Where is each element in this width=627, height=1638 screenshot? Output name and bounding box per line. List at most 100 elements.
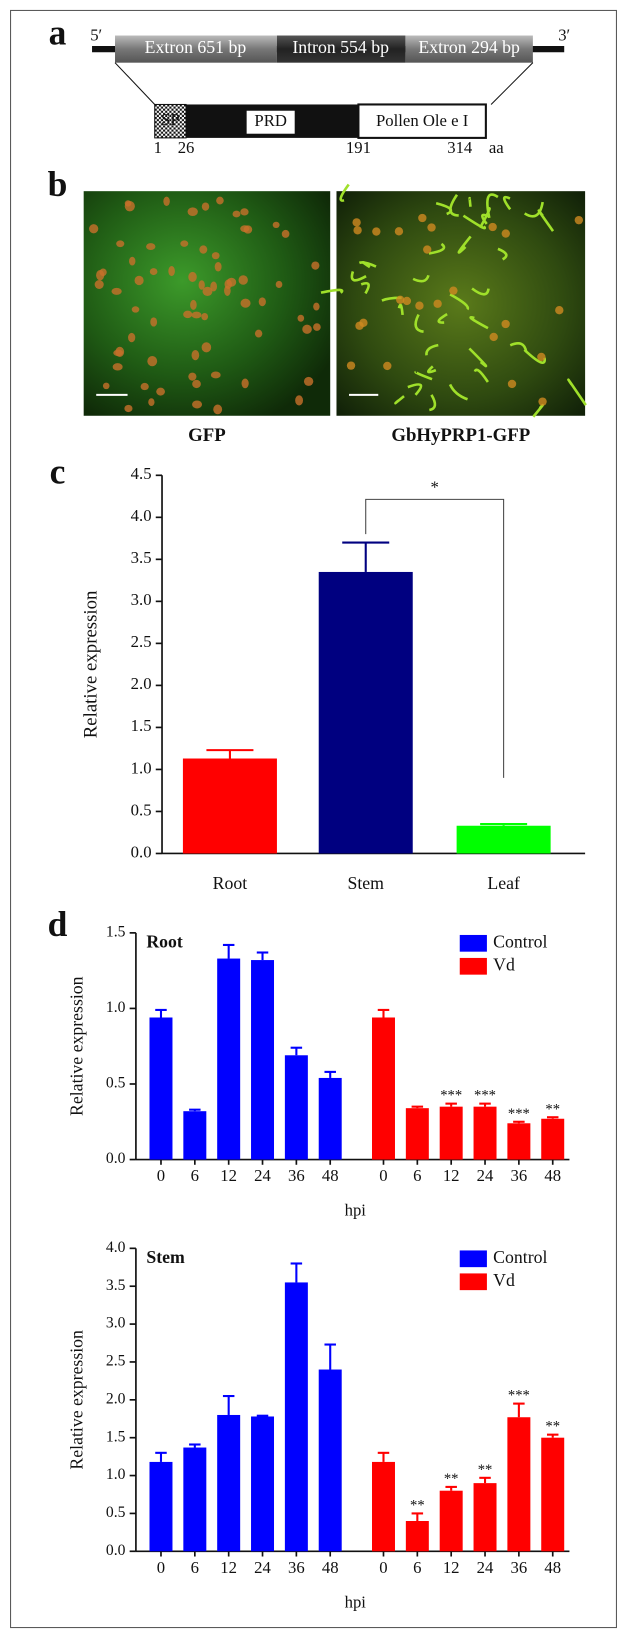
image-caption: GbHyPRP1-GFP	[391, 425, 530, 446]
position-label: 314	[447, 138, 473, 157]
nucleus	[115, 347, 124, 357]
nucleus	[188, 373, 196, 381]
x-tick-label: Leaf	[487, 873, 520, 893]
image-caption: GFP	[188, 425, 226, 446]
nucleus	[148, 398, 154, 406]
significance-label: ***	[508, 1388, 530, 1404]
legend-swatch	[460, 1250, 487, 1267]
nucleus	[201, 313, 208, 320]
nucleus	[188, 272, 197, 282]
bar	[372, 1017, 395, 1159]
x-tick-label: 6	[413, 1558, 421, 1577]
bar	[457, 826, 551, 854]
bar	[406, 1108, 429, 1159]
y-tick-label: 3.5	[106, 1277, 126, 1294]
y-tick-label: 4.5	[131, 464, 152, 483]
nucleus	[125, 200, 132, 206]
domain-label: SP	[161, 110, 180, 129]
bar	[183, 1111, 206, 1159]
nucleus	[96, 270, 104, 280]
bar	[251, 960, 274, 1159]
nucleus	[163, 197, 170, 206]
panel-label: d	[48, 904, 68, 944]
nucleus	[128, 333, 135, 342]
nucleus	[150, 268, 158, 275]
y-tick-label: 0.0	[106, 1542, 126, 1559]
nucleus	[183, 311, 192, 318]
nucleus	[89, 224, 98, 233]
panel-label: a	[49, 13, 67, 53]
five-prime: 5′	[90, 25, 102, 44]
bar	[372, 1462, 395, 1551]
x-tick-label: 0	[379, 1558, 387, 1577]
nucleus	[415, 302, 423, 310]
nucleus	[213, 405, 222, 415]
bar	[319, 1078, 342, 1160]
nucleus	[259, 297, 266, 306]
nucleus	[124, 405, 132, 412]
x-tick-label: 0	[157, 1166, 165, 1185]
y-tick-label: 1.5	[131, 716, 152, 735]
nucleus	[353, 226, 361, 234]
unit-label: aa	[489, 138, 504, 157]
x-tick-label: 36	[288, 1166, 305, 1185]
nucleus	[433, 300, 441, 308]
x-tick-label: 48	[544, 1558, 561, 1577]
bar	[319, 1370, 342, 1552]
x-tick-label: 36	[288, 1558, 305, 1577]
nucleus	[304, 377, 313, 386]
y-tick-label: 1.0	[106, 1466, 126, 1483]
nucleus	[168, 266, 175, 276]
nucleus	[295, 395, 303, 405]
bar	[183, 759, 277, 854]
y-tick-label: 2.0	[106, 1390, 126, 1407]
bar	[251, 1416, 274, 1551]
x-tick-label: 0	[157, 1558, 165, 1577]
nucleus	[575, 216, 583, 224]
y-tick-label: 0.5	[131, 800, 152, 819]
nucleus	[240, 208, 248, 215]
chart-title: Stem	[146, 1247, 185, 1267]
x-tick-label: 48	[322, 1558, 339, 1577]
x-axis-label: hpi	[345, 1201, 367, 1220]
nucleus	[501, 320, 509, 328]
nucleus	[383, 362, 391, 370]
x-tick-label: Root	[213, 873, 248, 893]
nucleus	[111, 288, 121, 295]
x-tick-label: Stem	[347, 873, 384, 893]
nucleus	[395, 227, 403, 235]
nucleus	[202, 287, 212, 296]
y-tick-label: 4.0	[106, 1239, 126, 1256]
y-tick-label: 3.5	[131, 548, 152, 567]
y-tick-label: 0.0	[131, 842, 152, 861]
segment-label: Extron 294 bp	[418, 37, 520, 57]
nucleus	[240, 225, 249, 232]
y-tick-label: 1.5	[106, 1428, 126, 1445]
nucleus	[352, 218, 360, 226]
significance-label: *	[430, 478, 438, 497]
nucleus	[129, 257, 135, 266]
nucleus	[427, 223, 435, 231]
nucleus	[282, 230, 290, 238]
zoom-line	[115, 63, 155, 105]
chart-title: Root	[146, 931, 183, 951]
nucleus	[418, 214, 426, 222]
nucleus	[233, 211, 241, 218]
significance-label: **	[545, 1101, 560, 1117]
y-axis-label: Relative expression	[80, 590, 101, 738]
x-tick-label: 36	[511, 1558, 528, 1577]
nucleus	[396, 296, 404, 304]
significance-label: **	[478, 1462, 493, 1478]
bar	[440, 1491, 463, 1552]
y-tick-label: 2.5	[131, 632, 152, 651]
nucleus	[239, 275, 248, 285]
nucleus	[135, 276, 144, 285]
nucleus	[150, 317, 157, 326]
y-axis-label: Relative expression	[67, 1330, 87, 1470]
nucleus	[192, 380, 201, 388]
significance-label: **	[545, 1419, 560, 1435]
nucleus	[313, 303, 319, 311]
x-tick-label: 12	[220, 1166, 237, 1185]
bar	[406, 1521, 429, 1551]
nucleus	[276, 281, 283, 288]
